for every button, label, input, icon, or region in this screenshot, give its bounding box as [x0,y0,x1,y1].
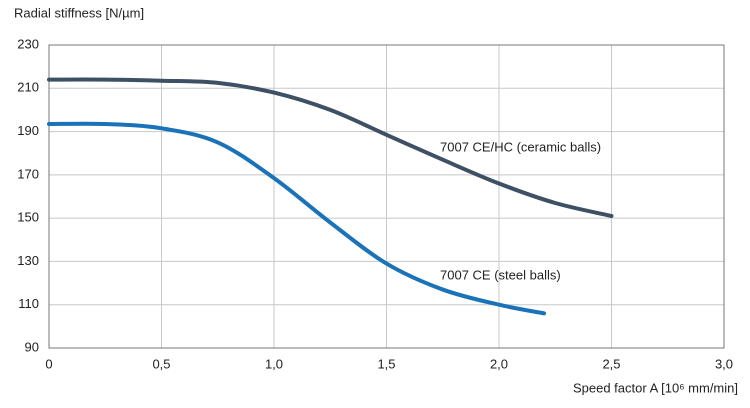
y-tick-label: 150 [17,210,39,225]
x-tick-label: 0,5 [152,356,170,371]
series-label: 7007 CE/HC (ceramic balls) [440,139,601,154]
x-tick-label: 1,5 [377,356,395,371]
series-line [47,121,546,316]
y-tick-label: 90 [25,339,39,354]
y-tick-label: 210 [17,80,39,95]
y-axis-title: Radial stiffness [N/µm] [14,5,144,20]
y-tick-label: 190 [17,123,39,138]
x-tick-label: 1,0 [265,356,283,371]
x-tick-label: 2,0 [490,356,508,371]
series-label: 7007 CE (steel balls) [440,267,561,282]
x-tick-label: 3,0 [715,356,733,371]
x-tick-label: 0 [45,356,52,371]
y-tick-label: 130 [17,253,39,268]
x-tick-label: 2,5 [602,356,620,371]
y-tick-label: 170 [17,166,39,181]
plot-frame [48,44,725,349]
x-axis-title: Speed factor A [10⁶ mm/min] [573,380,738,395]
y-tick-label: 110 [18,296,39,311]
y-tick-label: 230 [17,36,39,51]
series-line [47,77,614,218]
